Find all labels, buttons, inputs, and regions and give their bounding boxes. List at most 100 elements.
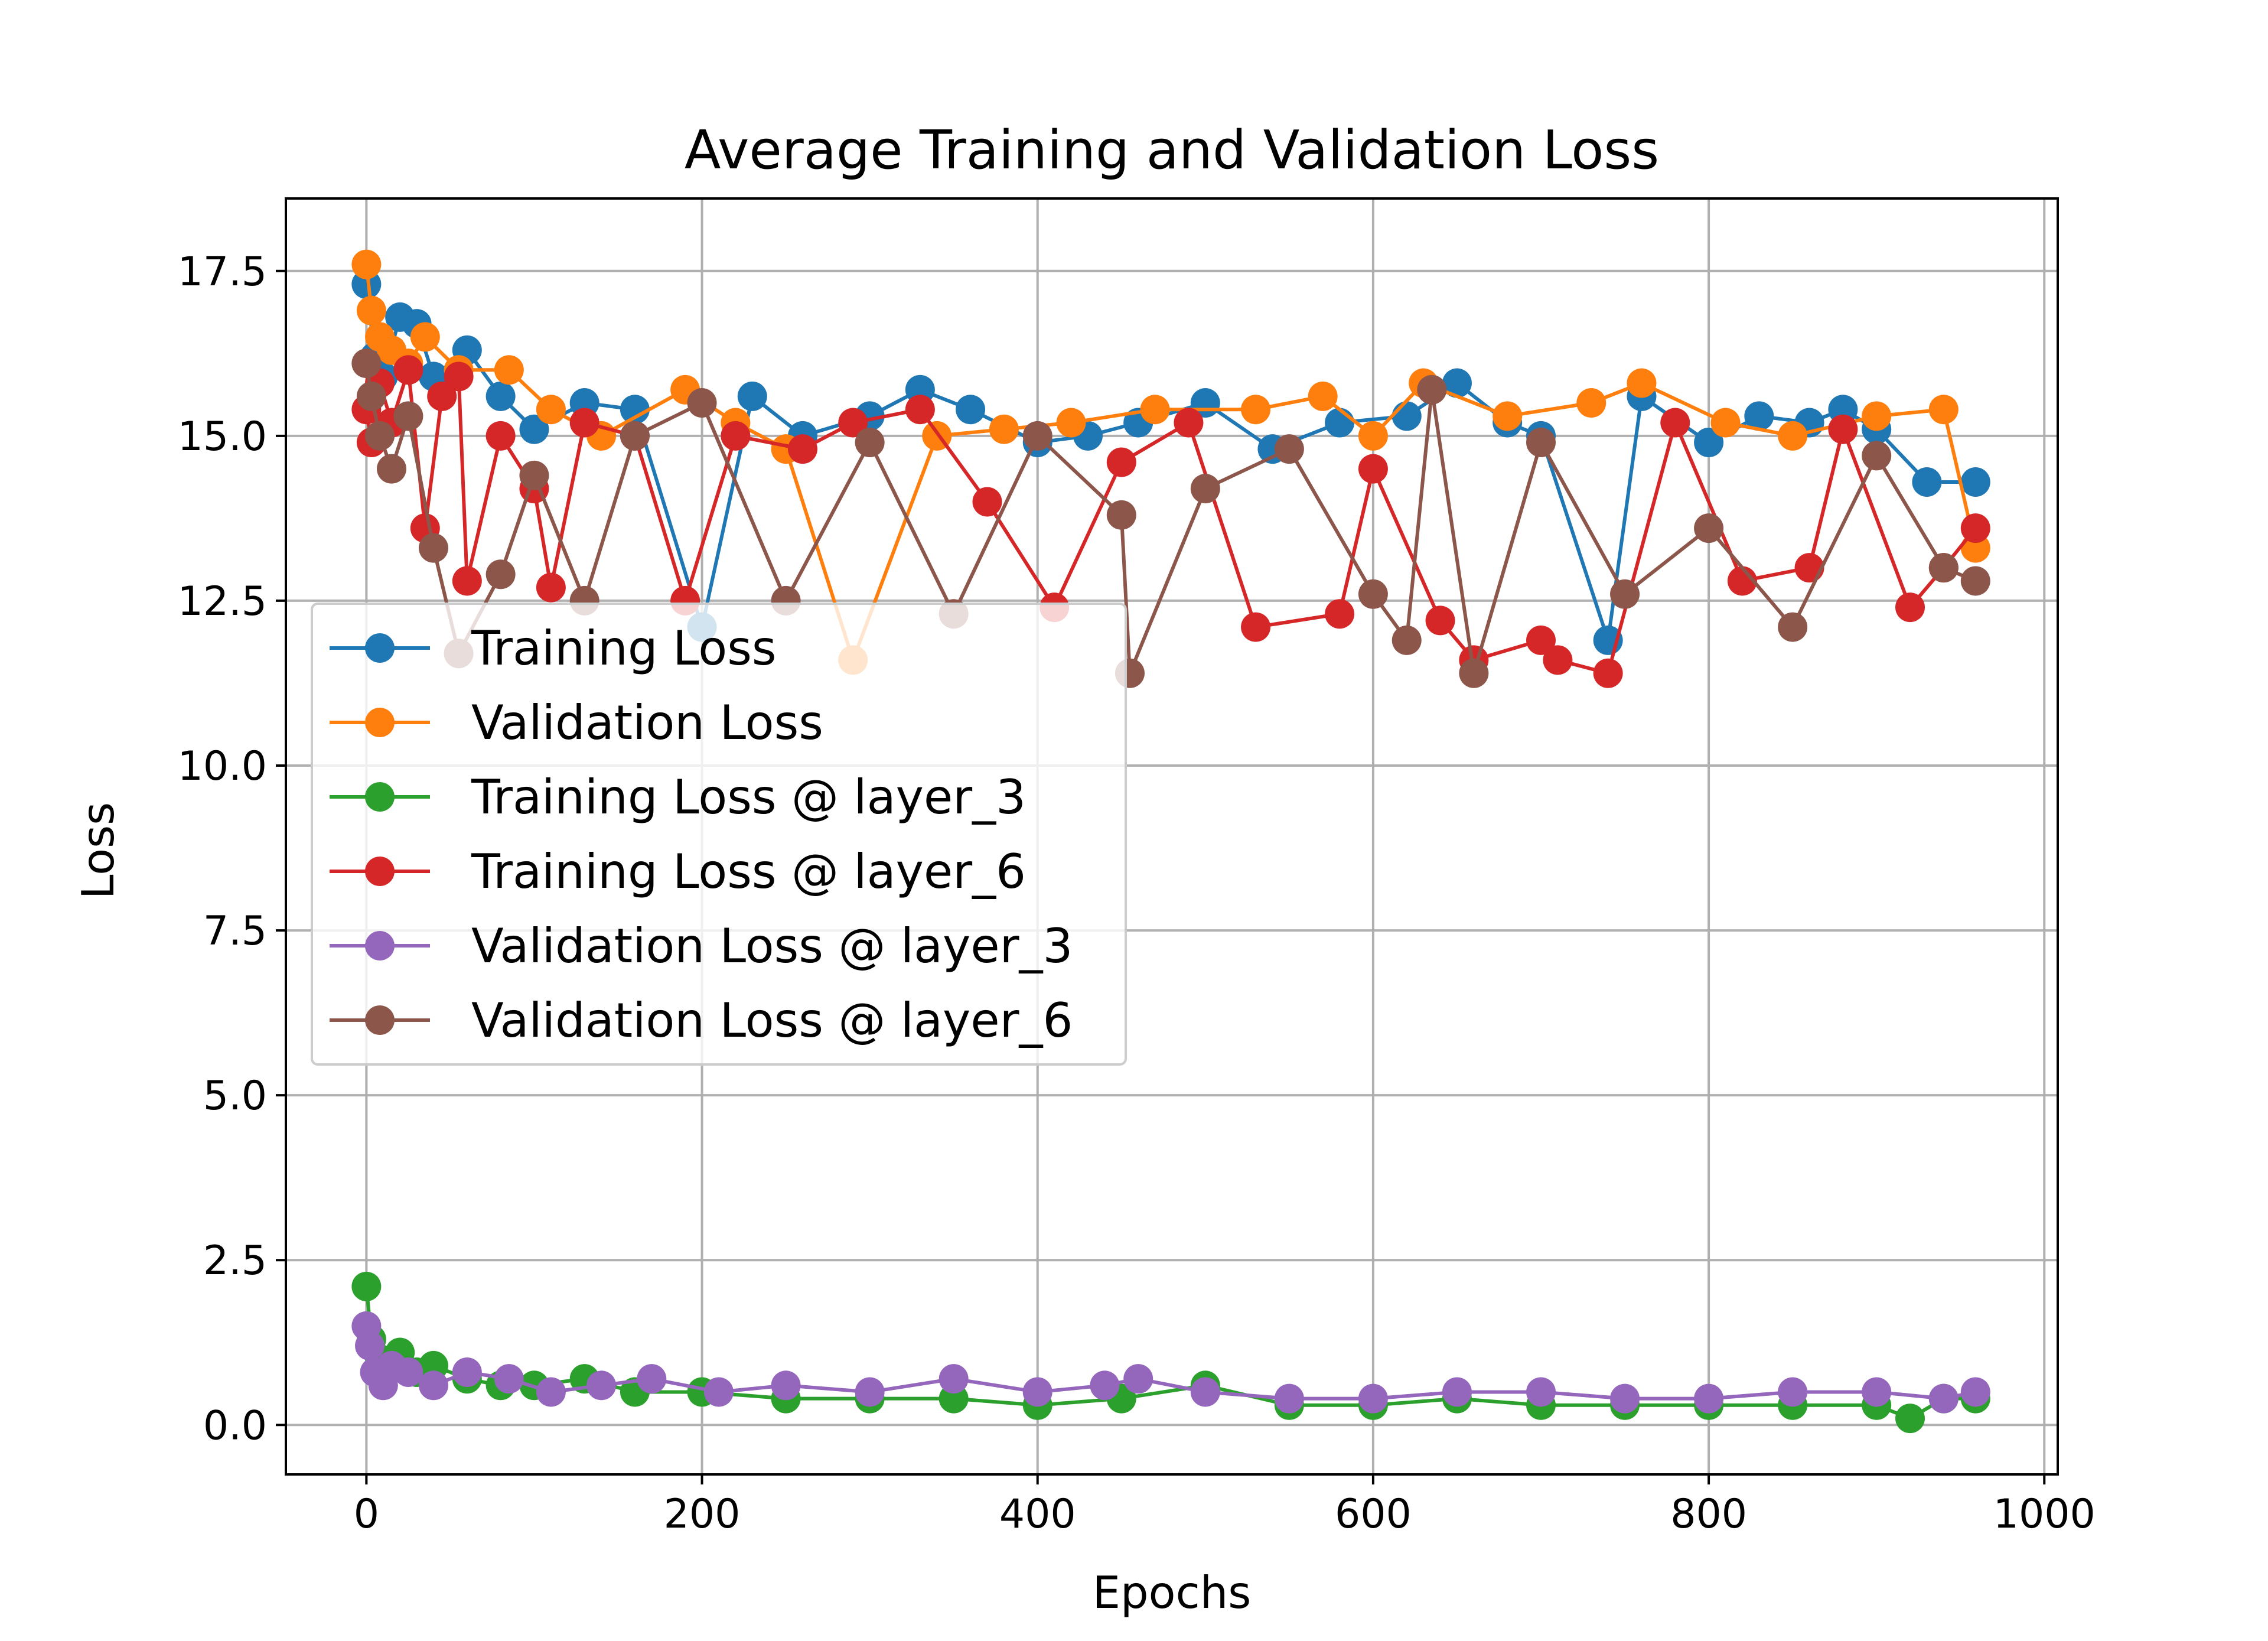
y-tick-label: 5.0	[203, 1073, 267, 1119]
data-point	[1694, 428, 1724, 458]
data-point	[355, 1331, 385, 1361]
data-point	[536, 395, 566, 425]
legend-label: Training Loss	[471, 621, 777, 676]
data-point	[1056, 408, 1086, 438]
data-point	[1241, 612, 1271, 642]
data-point	[1274, 1383, 1304, 1414]
data-point	[1526, 625, 1556, 655]
data-point	[1778, 612, 1808, 642]
data-point	[855, 1377, 885, 1407]
legend-label: Training Loss @ layer_6	[471, 844, 1026, 899]
data-point	[376, 454, 406, 484]
data-point	[905, 395, 935, 425]
y-tick-label: 10.0	[178, 743, 267, 790]
data-point	[1526, 428, 1556, 458]
data-point	[351, 1271, 382, 1301]
data-point	[1960, 467, 1990, 497]
legend-marker	[365, 857, 395, 886]
legend-marker	[365, 1005, 395, 1035]
data-point	[1543, 645, 1573, 675]
data-point	[419, 1370, 448, 1401]
axis-ticks: 0 200 400 600 800 1000 0.0 2.5 5.0 7.5 10.0 12.5 15.…	[178, 249, 2096, 1538]
data-point	[1358, 454, 1388, 484]
data-point	[1174, 408, 1204, 438]
data-point	[1090, 1370, 1120, 1401]
y-tick-label: 17.5	[178, 249, 267, 295]
y-tick-label: 0.0	[203, 1402, 267, 1449]
legend: Training Loss Validation Loss Training Los…	[311, 603, 1127, 1066]
data-point	[1358, 421, 1388, 451]
data-point	[485, 381, 516, 411]
data-point	[1660, 408, 1690, 438]
data-point	[485, 421, 516, 451]
data-point	[1358, 1383, 1388, 1414]
data-point	[365, 421, 395, 451]
data-point	[1241, 395, 1271, 425]
data-point	[687, 388, 717, 418]
series-5	[351, 1311, 1990, 1414]
data-point	[1526, 1377, 1556, 1407]
data-point	[427, 381, 457, 411]
data-point	[703, 1377, 734, 1407]
data-point	[1358, 579, 1388, 609]
data-point	[737, 381, 767, 411]
data-point	[452, 1357, 482, 1387]
data-point	[838, 408, 868, 438]
data-point	[519, 460, 549, 490]
data-point	[1140, 395, 1170, 425]
data-point	[393, 1357, 423, 1387]
data-point	[1022, 1377, 1052, 1407]
data-point	[1392, 401, 1422, 431]
data-point	[1425, 605, 1455, 636]
data-point	[972, 487, 1002, 517]
legend-label: Validation Loss @ layer_3	[471, 919, 1073, 973]
data-point	[1895, 592, 1925, 623]
legend-marker	[365, 931, 395, 960]
data-point	[1417, 375, 1447, 405]
data-point	[1442, 368, 1472, 398]
data-point	[393, 401, 423, 431]
data-point	[452, 566, 482, 596]
y-tick-label: 15.0	[178, 413, 267, 460]
data-point	[1862, 1377, 1892, 1407]
data-point	[1325, 408, 1355, 438]
y-axis-label: Loss	[72, 802, 124, 900]
data-point	[1123, 1364, 1153, 1394]
series-6	[351, 349, 1990, 688]
legend-marker	[365, 708, 395, 737]
data-point	[1710, 408, 1741, 438]
data-point	[721, 421, 751, 451]
series-layer	[351, 249, 1990, 1434]
data-point	[1960, 513, 1990, 543]
data-point	[1828, 414, 1858, 444]
data-point	[1106, 447, 1136, 477]
data-point	[536, 1377, 566, 1407]
x-tick-label: 800	[1670, 1491, 1747, 1538]
data-point	[1744, 401, 1774, 431]
data-point	[939, 1364, 969, 1394]
data-point	[1442, 1377, 1472, 1407]
data-point	[1022, 421, 1052, 451]
data-point	[1778, 1377, 1808, 1407]
data-point	[1392, 625, 1422, 655]
data-point	[1928, 395, 1959, 425]
data-point	[1610, 1383, 1640, 1414]
plot-frame	[285, 197, 2059, 1476]
data-point	[351, 349, 382, 379]
data-point	[620, 421, 650, 451]
data-point	[1274, 434, 1304, 464]
data-point	[1862, 401, 1892, 431]
x-tick-label: 0	[354, 1491, 379, 1538]
legend-label: Validation Loss @ layer_6	[471, 993, 1073, 1048]
data-point	[1493, 401, 1523, 431]
data-point	[788, 434, 817, 464]
data-point	[1778, 421, 1808, 451]
data-point	[393, 355, 423, 385]
data-point	[1308, 381, 1338, 411]
data-point	[485, 559, 516, 590]
data-point	[1610, 579, 1640, 609]
x-tick-label: 600	[1335, 1491, 1412, 1538]
data-point	[1928, 553, 1959, 583]
data-point	[356, 381, 386, 411]
